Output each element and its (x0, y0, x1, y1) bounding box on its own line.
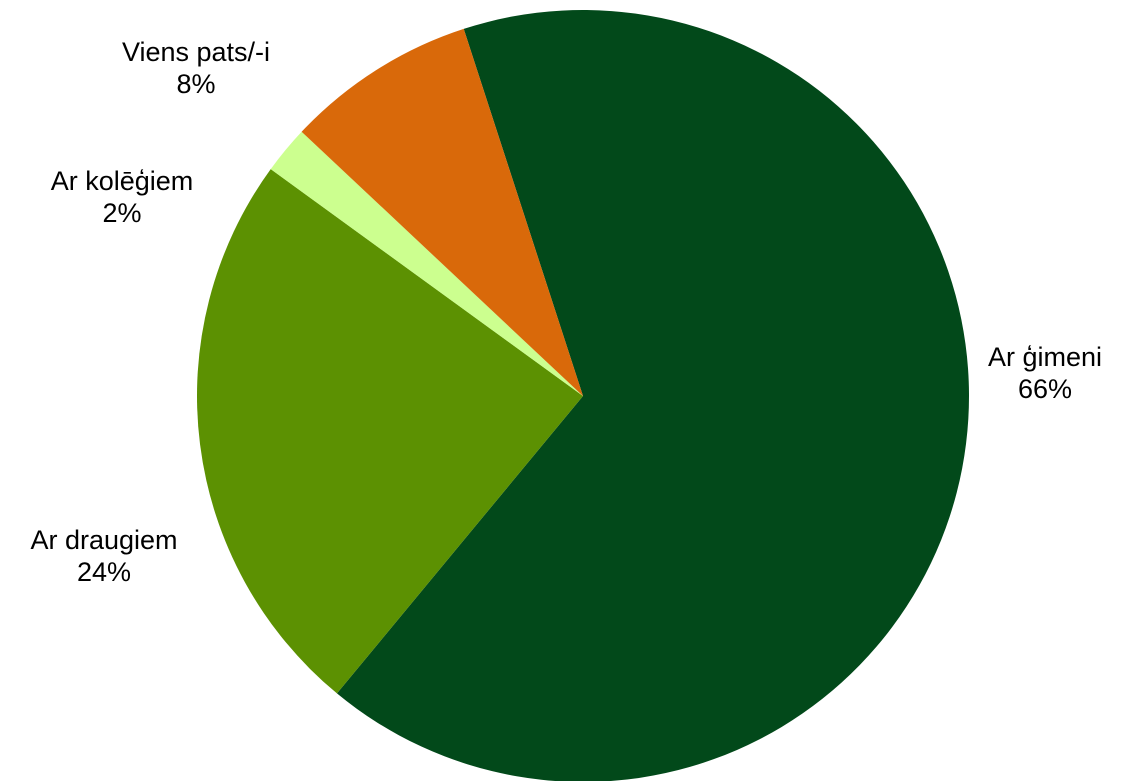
slice-category-label: Viens pats/-i (122, 37, 270, 67)
data-label-ar-draugiem: Ar draugiem 24% (30, 525, 177, 587)
data-label-ar-gimeni: Ar ģimeni 66% (988, 342, 1102, 404)
pie-slice-ar-draugiem (197, 169, 583, 694)
slice-category-label: Ar draugiem (30, 525, 177, 555)
slice-percent-label: 2% (102, 198, 141, 228)
pie-slice-viens-pats-i (301, 28, 583, 397)
slice-category-label: Ar ģimeni (988, 342, 1102, 372)
pie-slices (197, 10, 969, 781)
slice-percent-label: 66% (1018, 374, 1072, 404)
pie-slice-ar-gimeni (336, 10, 969, 781)
pie-slice-ar-kolegiem (270, 131, 583, 396)
data-label-viens-pats-i: Viens pats/-i 8% (122, 37, 270, 99)
slice-percent-label: 8% (176, 69, 215, 99)
data-label-ar-kolegiem: Ar kolēģiem 2% (51, 166, 194, 228)
pie-labels: Ar ģimeni 66% Ar draugiem 24% Ar kolēģiem 2% V… (30, 37, 1102, 587)
slice-category-label: Ar kolēģiem (51, 166, 194, 196)
slice-percent-label: 24% (77, 557, 131, 587)
